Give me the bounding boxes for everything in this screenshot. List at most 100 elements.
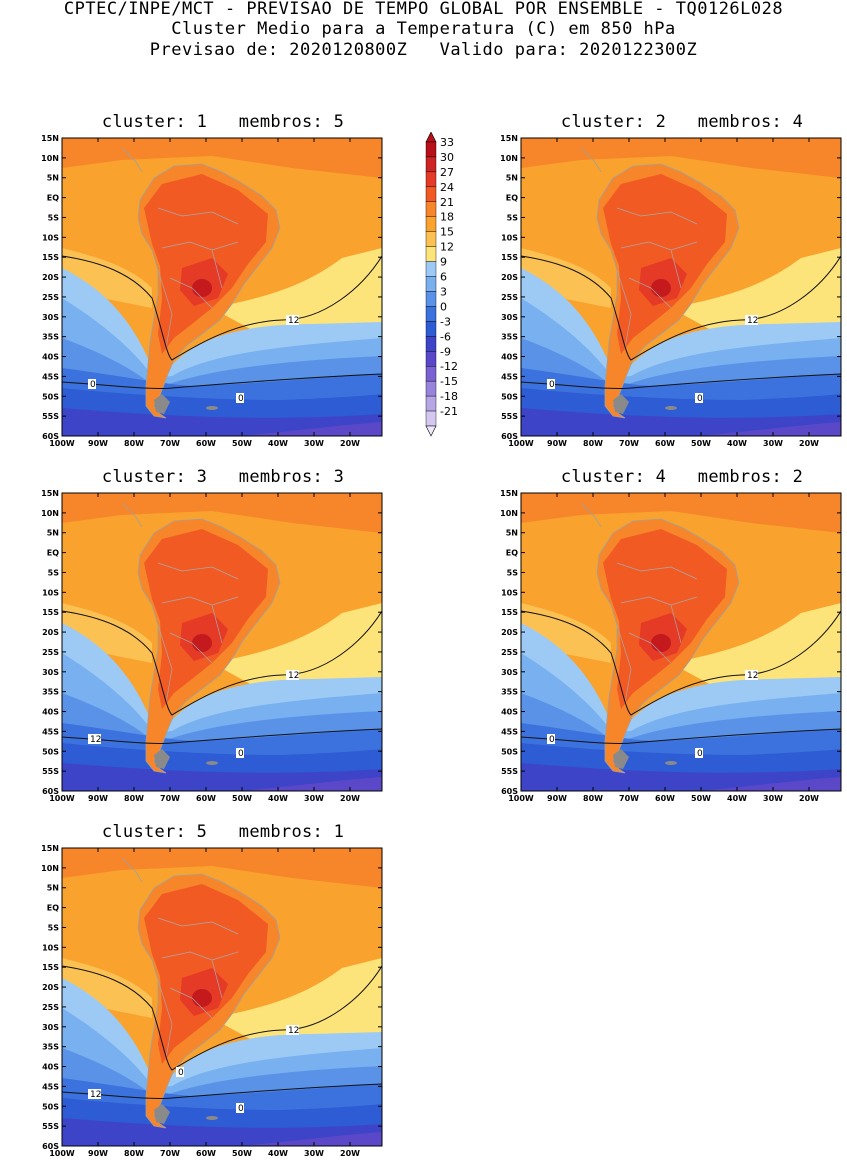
- contour-label: 0: [236, 1103, 244, 1114]
- lon-tick-label: 100W: [49, 794, 75, 803]
- colorbar-swatch: [425, 186, 437, 202]
- lon-tick-label: 30W: [304, 439, 324, 448]
- lon-tick-label: 60W: [196, 1149, 216, 1158]
- lat-tick-label: 40S: [42, 1063, 59, 1072]
- lat-tick-label: 55S: [42, 1122, 59, 1131]
- svg-text:12: 12: [288, 671, 299, 681]
- lat-tick-label: 5S: [507, 568, 519, 577]
- lat-tick-label: 15N: [500, 135, 518, 143]
- lat-tick-label: 15N: [500, 490, 518, 498]
- lat-tick-label: 45S: [42, 1082, 59, 1091]
- contour-label: 12: [286, 1025, 299, 1036]
- lat-tick-label: 35S: [501, 688, 518, 697]
- lat-tick-label: 5S: [48, 213, 60, 222]
- colorbar-swatch: [425, 321, 437, 337]
- lat-tick-label: 15S: [42, 608, 59, 617]
- svg-text:0: 0: [238, 1104, 244, 1114]
- contour-label: 12: [745, 315, 758, 326]
- lat-tick-label: EQ: [47, 549, 59, 558]
- colorbar-top-arrow: [425, 132, 437, 143]
- lon-tick-label: 70W: [160, 439, 180, 448]
- map-panel-3: 12 12 0 15N 10N 5N EQ 5S 10S 15S 20S 25S 30S 35S 40S 45…: [41, 490, 383, 803]
- lat-tick-label: 25S: [42, 1003, 59, 1012]
- colorbar-swatch: [425, 306, 437, 322]
- lat-tick-label: 60S: [501, 432, 518, 441]
- lat-tick-label: 60S: [42, 1142, 59, 1151]
- colorbar-swatch: [425, 171, 437, 188]
- colorbar-level-label: 18: [440, 211, 454, 224]
- colorbar-swatch: [425, 141, 437, 158]
- colorbar-level-label: 3: [440, 285, 447, 298]
- colorbar-level-label: 9: [440, 256, 447, 269]
- lat-tick-label: EQ: [47, 194, 59, 203]
- svg-text:12: 12: [747, 316, 758, 326]
- lat-tick-label: 30S: [42, 1023, 59, 1032]
- lat-tick-label: 10N: [41, 154, 59, 163]
- lon-tick-label: 30W: [304, 1149, 324, 1158]
- lon-tick-label: 80W: [583, 794, 603, 803]
- lat-tick-label: 20S: [42, 273, 59, 282]
- colorbar-level-label: -15: [440, 375, 458, 388]
- lat-tick-label: 30S: [42, 313, 59, 322]
- lon-tick-label: 90W: [547, 794, 567, 803]
- svg-text:0: 0: [549, 380, 555, 390]
- lon-tick-label: 90W: [88, 794, 108, 803]
- lat-tick-label: EQ: [47, 904, 59, 913]
- lon-tick-label: 60W: [655, 794, 675, 803]
- panel-title-5: cluster: 5 membros: 1: [101, 822, 345, 842]
- colorbar-swatch: [425, 351, 437, 367]
- contour-label: 12: [88, 1089, 101, 1100]
- lon-tick-label: 60W: [196, 794, 216, 803]
- lon-tick-label: 80W: [124, 794, 144, 803]
- lat-tick-label: 20S: [501, 273, 518, 282]
- lat-tick-label: 35S: [42, 1043, 59, 1052]
- lon-tick-label: 30W: [763, 439, 783, 448]
- colorbar-level-label: 30: [440, 151, 454, 164]
- lat-tick-label: 10N: [41, 509, 59, 518]
- lat-tick-label: 15S: [42, 963, 59, 972]
- contour-label: 0: [695, 393, 703, 404]
- header-line-2: Cluster Medio para a Temperatura (C) em …: [171, 19, 676, 39]
- lat-tick-label: 10S: [501, 588, 518, 597]
- map-panel-1: 12 0 0 15N 10N 5N EQ 5S 10S 15S 20S 25S 30S 35S 40S 45S…: [41, 135, 383, 448]
- svg-text:0: 0: [238, 749, 244, 759]
- lon-tick-label: 40W: [268, 1149, 288, 1158]
- lon-tick-label: 70W: [160, 1149, 180, 1158]
- lon-tick-label: 30W: [763, 794, 783, 803]
- lon-tick-label: 100W: [49, 1149, 75, 1158]
- colorbar-level-label: -9: [440, 345, 451, 358]
- colorbar-swatch: [425, 291, 437, 307]
- panel-title-1: cluster: 1 membros: 5: [101, 112, 345, 132]
- lat-tick-label: 45S: [42, 727, 59, 736]
- lat-tick-label: 30S: [501, 313, 518, 322]
- lat-tick-label: 60S: [42, 787, 59, 796]
- lat-tick-label: 5N: [47, 529, 59, 538]
- lat-tick-label: 35S: [501, 333, 518, 342]
- colorbar-swatch: [425, 395, 437, 412]
- colorbar-level-label: 33: [440, 136, 454, 149]
- lat-tick-label: 5S: [48, 923, 60, 932]
- lat-tick-label: 15S: [501, 608, 518, 617]
- lat-tick-label: 45S: [42, 372, 59, 381]
- colorbar-level-label: -21: [440, 405, 458, 418]
- colorbar-swatch: [425, 336, 437, 352]
- contour-label: 0: [547, 734, 555, 745]
- svg-text:0: 0: [238, 394, 244, 404]
- colorbar-level-label: -12: [440, 360, 458, 373]
- lat-tick-label: 40S: [501, 353, 518, 362]
- colorbar-level-label: 27: [440, 166, 454, 179]
- lat-tick-label: 55S: [42, 412, 59, 421]
- svg-text:0: 0: [178, 1068, 184, 1078]
- lon-tick-label: 40W: [268, 439, 288, 448]
- lon-tick-label: 40W: [727, 794, 747, 803]
- svg-text:12: 12: [90, 1090, 101, 1100]
- lat-tick-label: 5S: [507, 213, 519, 222]
- colorbar-level-label: 6: [440, 271, 447, 284]
- lat-tick-label: 30S: [501, 668, 518, 677]
- colorbar-swatch: [425, 201, 437, 217]
- contour-label: 0: [88, 379, 96, 390]
- contour-label: 0: [176, 1067, 184, 1078]
- lon-tick-label: 50W: [691, 439, 711, 448]
- lat-tick-label: 20S: [42, 628, 59, 637]
- lon-tick-label: 20W: [340, 794, 360, 803]
